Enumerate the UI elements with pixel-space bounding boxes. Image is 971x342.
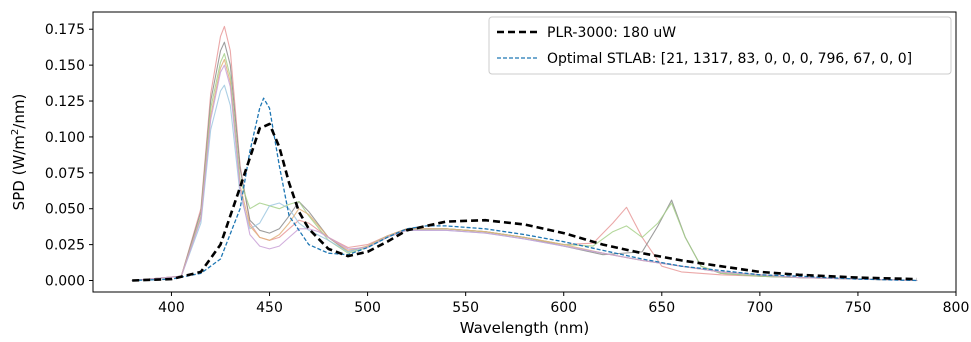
legend-box bbox=[488, 16, 952, 75]
series-line-7 bbox=[131, 64, 918, 282]
y-axis-label-superscript: 2 bbox=[10, 129, 21, 135]
x-tick-label-650: 650 bbox=[648, 300, 675, 316]
series-layer bbox=[131, 25, 918, 282]
series-line-6 bbox=[131, 58, 918, 282]
x-tick-label-800: 800 bbox=[943, 300, 970, 316]
y-axis-label-tail: /nm) bbox=[10, 94, 28, 129]
y-axis: 0.000 0.025 0.050 0.075 0.100 0.125 0.150 0.175 bbox=[45, 22, 93, 290]
x-tick-label-600: 600 bbox=[550, 300, 577, 316]
series-line-2 bbox=[131, 25, 918, 282]
y-axis-label: SPD (W/m2/nm) bbox=[10, 94, 28, 211]
series-line-0 bbox=[132, 122, 917, 282]
x-axis: 400 450 500 550 600 650 700 750 800 bbox=[158, 292, 969, 316]
y-tick-label-3: 0.075 bbox=[45, 166, 85, 182]
y-axis-label-main: SPD (W/m bbox=[10, 135, 28, 210]
x-tick-label-550: 550 bbox=[452, 300, 479, 316]
y-tick-label-6: 0.150 bbox=[45, 58, 85, 74]
plot-frame bbox=[92, 11, 957, 293]
legend-label-plr3000: PLR-3000: 180 uW bbox=[547, 25, 676, 41]
x-axis-label: Wavelength (nm) bbox=[460, 319, 590, 337]
y-tick-label-5: 0.125 bbox=[45, 94, 85, 110]
y-tick-label-0: 0.000 bbox=[45, 274, 85, 290]
series-line-4 bbox=[131, 53, 918, 282]
series-line-5 bbox=[131, 84, 918, 282]
x-tick-label-500: 500 bbox=[354, 300, 381, 316]
x-tick-label-750: 750 bbox=[845, 300, 872, 316]
y-tick-label-2: 0.050 bbox=[45, 202, 85, 218]
legend-label-optimal-stlab: Optimal STLAB: [21, 1317, 83, 0, 0, 0, 7… bbox=[547, 51, 912, 67]
series-line-1 bbox=[132, 97, 917, 282]
y-tick-label-1: 0.025 bbox=[45, 238, 85, 254]
y-tick-label-4: 0.100 bbox=[45, 130, 85, 146]
y-tick-label-7: 0.175 bbox=[45, 22, 85, 38]
legend: PLR-3000: 180 uW Optimal STLAB: [21, 131… bbox=[488, 16, 952, 75]
x-tick-label-400: 400 bbox=[158, 300, 185, 316]
x-tick-label-700: 700 bbox=[746, 300, 773, 316]
x-tick-label-450: 450 bbox=[256, 300, 283, 316]
